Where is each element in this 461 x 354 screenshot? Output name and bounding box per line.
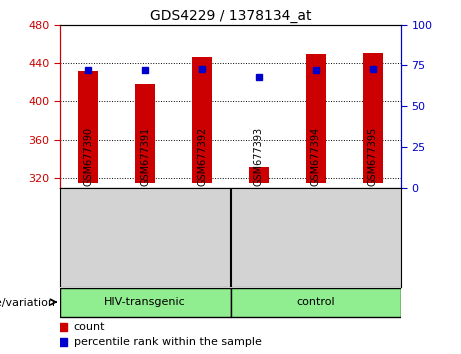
Text: HIV-transgenic: HIV-transgenic xyxy=(104,297,186,307)
Bar xyxy=(363,52,383,183)
Bar xyxy=(249,166,269,183)
Bar xyxy=(135,84,155,183)
Bar xyxy=(192,57,212,183)
Text: count: count xyxy=(74,321,105,332)
Text: control: control xyxy=(296,297,335,307)
Bar xyxy=(306,53,326,183)
Text: GDS4229 / 1378134_at: GDS4229 / 1378134_at xyxy=(150,9,311,23)
Bar xyxy=(78,71,98,183)
Bar xyxy=(60,288,230,317)
Text: genotype/variation: genotype/variation xyxy=(0,298,55,308)
Bar xyxy=(230,288,401,317)
Text: percentile rank within the sample: percentile rank within the sample xyxy=(74,337,261,348)
